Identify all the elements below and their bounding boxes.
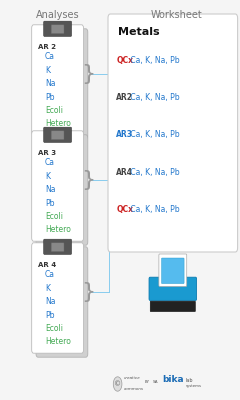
Text: AR 2: AR 2 bbox=[38, 44, 56, 50]
Text: Ecoli: Ecoli bbox=[45, 324, 63, 334]
Text: Ca: Ca bbox=[45, 158, 55, 167]
Text: Ca, K, Na, Pb: Ca, K, Na, Pb bbox=[128, 93, 180, 102]
Text: Analyses: Analyses bbox=[36, 10, 79, 20]
Text: K: K bbox=[45, 66, 50, 74]
FancyBboxPatch shape bbox=[150, 301, 195, 312]
Text: QCx: QCx bbox=[116, 205, 133, 214]
FancyBboxPatch shape bbox=[51, 25, 64, 34]
Text: AR 3: AR 3 bbox=[38, 150, 56, 156]
Text: K: K bbox=[45, 172, 50, 181]
Text: creative: creative bbox=[124, 376, 140, 380]
Text: AR2: AR2 bbox=[116, 93, 133, 102]
Text: QCx: QCx bbox=[116, 56, 133, 65]
Text: Na: Na bbox=[45, 297, 56, 306]
Text: Pb: Pb bbox=[45, 199, 55, 208]
FancyBboxPatch shape bbox=[51, 131, 64, 140]
FancyBboxPatch shape bbox=[32, 131, 84, 241]
Text: K: K bbox=[45, 284, 50, 292]
Text: Pb: Pb bbox=[45, 311, 55, 320]
Text: Ca: Ca bbox=[45, 270, 55, 279]
Text: Ca, K, Na, Pb: Ca, K, Na, Pb bbox=[128, 168, 180, 177]
FancyBboxPatch shape bbox=[44, 127, 72, 142]
FancyBboxPatch shape bbox=[162, 258, 184, 284]
FancyBboxPatch shape bbox=[44, 239, 72, 254]
Text: Ca, K, Na, Pb: Ca, K, Na, Pb bbox=[128, 130, 180, 140]
Text: Na: Na bbox=[45, 185, 56, 194]
Circle shape bbox=[113, 377, 122, 391]
Text: }: } bbox=[81, 282, 96, 302]
Text: SA: SA bbox=[152, 380, 158, 384]
Text: AR 4: AR 4 bbox=[38, 262, 56, 268]
Text: Ecoli: Ecoli bbox=[45, 212, 63, 222]
Text: Na: Na bbox=[45, 79, 56, 88]
Text: }: } bbox=[81, 170, 96, 190]
Text: Ca, K, Na, Pb: Ca, K, Na, Pb bbox=[128, 56, 180, 65]
Text: Metals: Metals bbox=[118, 27, 159, 37]
Text: Pb: Pb bbox=[45, 93, 55, 102]
Text: Worksheet: Worksheet bbox=[150, 10, 202, 20]
FancyBboxPatch shape bbox=[36, 29, 88, 139]
Text: AR4: AR4 bbox=[116, 168, 133, 177]
Text: ©: © bbox=[114, 381, 121, 387]
Text: bika: bika bbox=[162, 376, 184, 384]
Text: Ca: Ca bbox=[45, 52, 55, 61]
Text: lab: lab bbox=[186, 378, 193, 382]
FancyBboxPatch shape bbox=[108, 14, 238, 252]
Text: Hetero: Hetero bbox=[45, 119, 71, 128]
FancyBboxPatch shape bbox=[32, 243, 84, 353]
Text: systems: systems bbox=[186, 384, 202, 388]
FancyBboxPatch shape bbox=[36, 135, 88, 245]
FancyBboxPatch shape bbox=[36, 247, 88, 357]
FancyBboxPatch shape bbox=[51, 243, 64, 252]
FancyBboxPatch shape bbox=[159, 254, 187, 286]
Text: }: } bbox=[81, 64, 96, 84]
FancyBboxPatch shape bbox=[149, 277, 197, 300]
Text: Hetero: Hetero bbox=[45, 225, 71, 234]
Text: Ecoli: Ecoli bbox=[45, 106, 63, 115]
FancyBboxPatch shape bbox=[32, 25, 84, 135]
Text: AR3: AR3 bbox=[116, 130, 133, 140]
Text: BY: BY bbox=[144, 380, 150, 384]
Text: Ca, K, Na, Pb: Ca, K, Na, Pb bbox=[128, 205, 180, 214]
FancyBboxPatch shape bbox=[44, 21, 72, 36]
Text: Hetero: Hetero bbox=[45, 337, 71, 346]
Text: commons: commons bbox=[124, 387, 144, 391]
